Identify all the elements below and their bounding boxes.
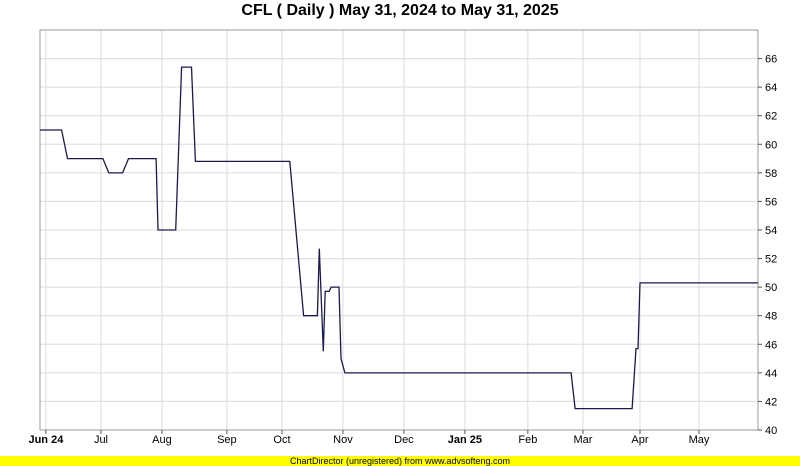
y-tick-label: 60 [765,139,777,151]
x-tick-label: Dec [394,434,414,446]
y-tick-label: 50 [765,282,777,294]
x-tick-label: May [689,434,710,446]
y-tick-label: 64 [765,82,777,94]
x-tick-label: Aug [152,434,172,446]
y-tick-label: 66 [765,54,777,66]
price-line [40,66,758,410]
y-tick-label: 42 [765,396,777,408]
chart-title: CFL ( Daily ) May 31, 2024 to May 31, 20… [241,2,559,19]
x-tick-label: Feb [518,434,537,446]
y-tick-label: 62 [765,111,777,123]
x-tick-label: Nov [333,434,353,446]
x-tick-label: Jul [94,434,108,446]
y-tick-label: 52 [765,254,777,266]
x-tick-label: Apr [631,434,648,446]
x-tick-label: Jan 25 [448,434,482,446]
y-tick-label: 48 [765,311,777,323]
footer-credit: ChartDirector (unregistered) from www.ad… [0,456,800,466]
y-tick-label: 40 [765,425,777,437]
y-tick-label: 58 [765,168,777,180]
x-tick-label: Jun 24 [28,434,64,446]
y-tick-label: 54 [765,225,777,237]
y-tick-label: 56 [765,196,777,208]
x-tick-label: Sep [217,434,237,446]
y-tick-label: 44 [765,368,777,380]
y-tick-label: 46 [765,339,777,351]
x-tick-label: Oct [273,434,290,446]
x-tick-label: Mar [573,434,592,446]
